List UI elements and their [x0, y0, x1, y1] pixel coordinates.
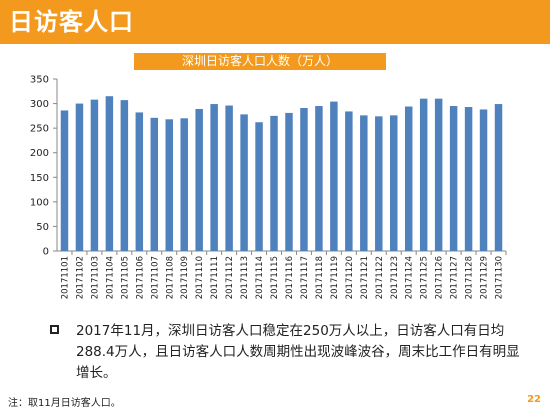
x-tick-label: 20171119	[330, 256, 340, 299]
bar	[330, 101, 338, 251]
x-tick-label: 20171126	[435, 256, 445, 299]
x-tick-label: 20171112	[225, 256, 235, 299]
bar	[255, 122, 263, 251]
x-tick-label: 20171124	[405, 256, 415, 299]
page-number: 22	[527, 394, 541, 405]
x-tick-label: 20171116	[285, 256, 295, 299]
bar	[105, 96, 114, 251]
bar	[75, 103, 84, 251]
bar	[150, 117, 159, 251]
x-tick-label: 20171101	[60, 256, 70, 299]
x-tick-label: 20171108	[165, 256, 175, 299]
header-bar: 日访客人口	[0, 0, 550, 44]
bar	[479, 109, 488, 252]
bar	[345, 111, 353, 251]
bar	[180, 118, 188, 251]
x-tick-label: 20171123	[390, 256, 400, 299]
x-tick-label: 20171104	[105, 256, 115, 299]
x-tick-label: 20171105	[120, 256, 130, 299]
x-tick-label: 20171107	[150, 256, 160, 299]
bar	[210, 104, 218, 251]
x-tick-label: 20171110	[195, 256, 205, 299]
bar	[449, 106, 458, 252]
bar	[404, 106, 413, 252]
bar	[90, 99, 99, 251]
x-tick-label: 20171103	[90, 256, 100, 299]
x-tick-label: 20171117	[300, 256, 310, 299]
bar	[120, 100, 129, 251]
footnote: 注：取11月日访客人口。	[8, 398, 121, 409]
bar	[60, 110, 69, 251]
chart-title: 深圳日访客人口人数（万人）	[134, 53, 386, 70]
bar	[434, 98, 443, 252]
x-tick-label: 20171128	[465, 256, 475, 299]
y-tick-label: 200	[30, 148, 49, 159]
bar	[494, 104, 503, 251]
bar	[390, 115, 398, 251]
x-tick-label: 20171120	[345, 256, 355, 299]
x-tick-label: 20171111	[210, 256, 220, 299]
y-tick-label: 300	[30, 99, 49, 110]
x-tick-label: 20171113	[240, 256, 250, 299]
bar	[375, 116, 383, 251]
bar	[360, 115, 368, 251]
x-tick-label: 20171115	[270, 256, 280, 299]
bar	[270, 115, 278, 251]
y-tick-label: 350	[30, 75, 49, 86]
x-tick-label: 20171114	[255, 256, 265, 299]
summary-text: 2017年11月，深圳日访客人口稳定在250万人以上，日访客人口有日均288.4…	[76, 323, 520, 381]
x-tick-label: 20171102	[75, 256, 85, 299]
x-tick-label: 20171106	[135, 256, 145, 299]
y-tick-label: 0	[43, 247, 49, 258]
x-tick-label: 20171109	[180, 256, 190, 299]
bar	[300, 107, 308, 251]
y-tick-label: 100	[30, 197, 49, 208]
page-title: 日访客人口	[9, 8, 134, 36]
x-tick-label: 20171118	[315, 256, 325, 299]
summary-paragraph: 2017年11月，深圳日访客人口稳定在250万人以上，日访客人口有日均288.4…	[50, 321, 525, 384]
y-tick-label: 150	[30, 173, 49, 184]
y-tick-label: 250	[30, 124, 49, 135]
x-tick-label: 20171122	[375, 256, 385, 299]
x-tick-label: 20171127	[450, 256, 460, 299]
bar	[240, 114, 248, 251]
bar	[135, 112, 144, 251]
bar	[285, 112, 293, 251]
y-tick-label: 50	[36, 222, 49, 233]
x-tick-label: 20171129	[480, 256, 490, 299]
x-tick-label: 20171125	[420, 256, 430, 299]
bar	[165, 119, 173, 251]
bar	[225, 105, 233, 251]
bar	[315, 106, 323, 252]
bar	[419, 98, 428, 252]
bar	[195, 108, 203, 251]
bar	[464, 107, 473, 251]
square-bullet-icon	[50, 325, 59, 334]
x-tick-label: 20171130	[495, 256, 505, 299]
x-tick-label: 20171121	[360, 256, 370, 299]
